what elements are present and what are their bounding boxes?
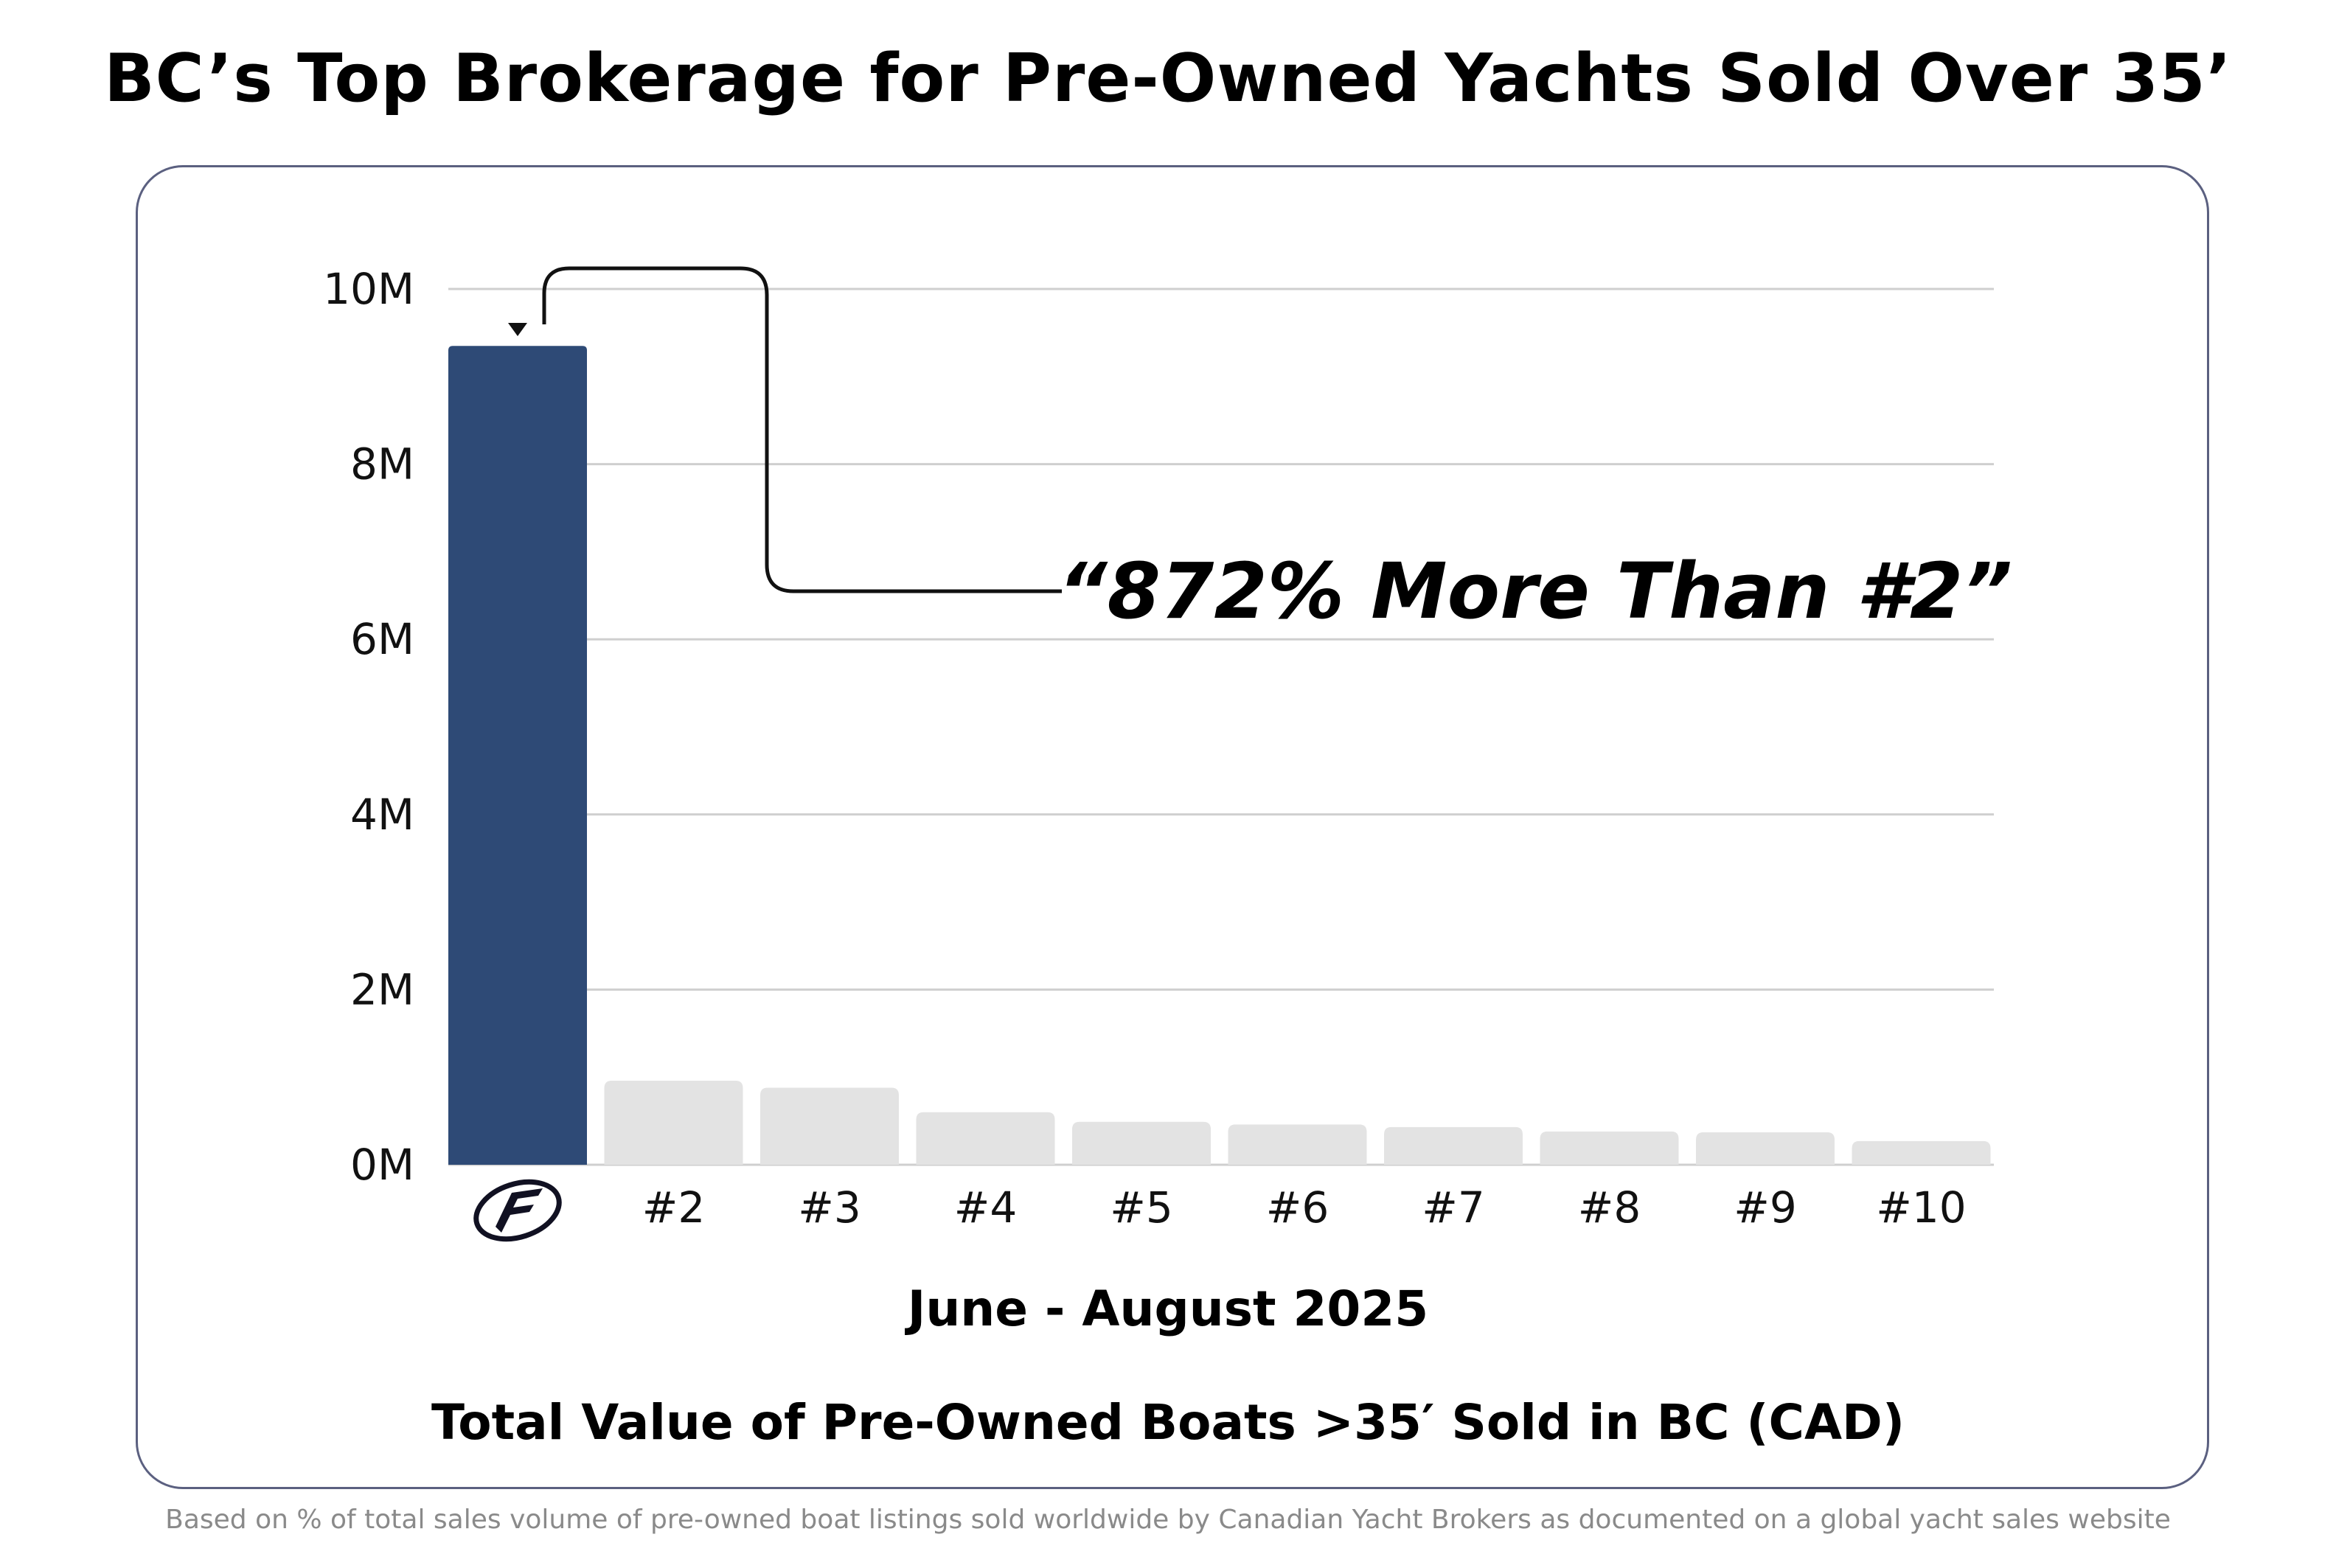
bar <box>1696 1132 1835 1165</box>
x-tick-label: #6 <box>1266 1182 1329 1233</box>
bar <box>760 1087 899 1165</box>
gridlines <box>448 288 1994 1166</box>
x-tick-label: #7 <box>1422 1182 1485 1233</box>
bar-highlight <box>448 346 587 1165</box>
y-tick-label: 4M <box>350 790 414 840</box>
annotation-arrow <box>542 266 1062 593</box>
bar <box>1540 1131 1679 1165</box>
period-label: June - August 2025 <box>905 1280 1428 1337</box>
footnote: Based on % of total sales volume of pre-… <box>165 1505 2171 1535</box>
brokerage-logo-icon <box>473 1179 562 1242</box>
x-tick-label: #2 <box>642 1182 706 1233</box>
y-axis-ticks: 0M 2M 4M 6M 8M 10M <box>323 264 414 1190</box>
bar <box>916 1112 1055 1165</box>
chart-title: BC’s Top Brokerage for Pre-Owned Yachts … <box>104 40 2232 117</box>
x-tick-label: #5 <box>1110 1182 1173 1233</box>
annotation-text: “872% More Than #2” <box>1058 546 2013 636</box>
bar <box>1852 1140 1991 1165</box>
bar <box>1384 1126 1523 1165</box>
x-tick-label: #9 <box>1734 1182 1797 1233</box>
y-tick-label: 10M <box>323 264 414 314</box>
x-tick-label: #4 <box>954 1182 1018 1233</box>
x-tick-label: #3 <box>798 1182 861 1233</box>
bar <box>1072 1121 1211 1165</box>
y-tick-label: 8M <box>350 439 414 489</box>
x-tick-label: #10 <box>1876 1182 1966 1233</box>
annotation: “872% More Than #2” <box>508 266 2013 636</box>
arrowhead-icon <box>508 323 527 336</box>
y-tick-label: 2M <box>350 964 414 1014</box>
bars <box>448 346 1991 1165</box>
x-axis-ticks: #2 #3 #4 #5 #6 #7 #8 #9 #10 <box>473 1179 1967 1242</box>
y-tick-label: 0M <box>350 1140 414 1190</box>
bar <box>1228 1124 1367 1165</box>
x-tick-label: #8 <box>1578 1182 1641 1233</box>
y-tick-label: 6M <box>350 614 414 664</box>
x-axis-title: Total Value of Pre-Owned Boats >35′ Sold… <box>431 1394 1905 1451</box>
bar <box>604 1080 743 1165</box>
